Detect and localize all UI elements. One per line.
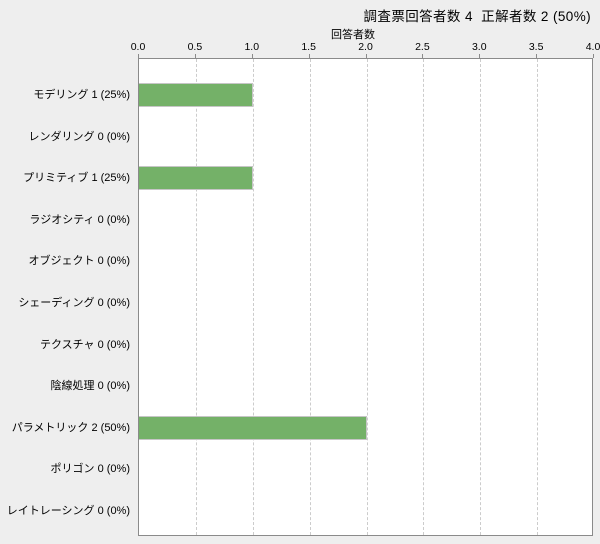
x-axis-tick-0.0	[138, 54, 139, 58]
x-tick-label-2.5: 2.5	[415, 41, 430, 53]
category-label-ラジオシティ: ラジオシティ 0 (0%)	[29, 213, 130, 226]
x-tick-label-3.5: 3.5	[528, 41, 544, 53]
gridline-1.0	[252, 59, 254, 535]
x-axis-tick-1.5	[308, 54, 310, 58]
gridline-1.5	[309, 59, 311, 535]
category-label-陰線処理: 陰線処理 0 (0%)	[50, 380, 130, 393]
bar-プリミティブ	[139, 166, 253, 191]
x-axis-tick-2.5	[422, 54, 424, 58]
x-axis-tick-2.0	[365, 54, 367, 58]
chart-title: 調査票回答者数 4 正解者数 2 (50%)	[363, 9, 591, 24]
gridline-3.5	[537, 59, 539, 535]
x-tick-label-0.5: 0.5	[187, 41, 203, 53]
category-label-パラメトリック: パラメトリック 2 (50%)	[11, 421, 130, 434]
x-tick-label-1.0: 1.0	[244, 41, 260, 53]
gridline-0.5	[195, 59, 197, 535]
category-label-レンダリング: レンダリング 0 (0%)	[28, 130, 130, 143]
x-axis-tick-0.5	[194, 54, 196, 58]
category-label-テクスチャ: テクスチャ 0 (0%)	[39, 338, 130, 351]
category-label-レイトレーシング: レイトレーシング 0 (0%)	[6, 505, 130, 517]
x-tick-label-4.0: 4.0	[585, 41, 600, 53]
x-tick-label-0.0: 0.0	[130, 41, 146, 53]
bar-パラメトリック	[139, 415, 367, 440]
x-axis-tick-4.0	[593, 54, 594, 58]
gridline-2.0	[366, 59, 368, 535]
x-axis-tick-3.5	[536, 54, 538, 58]
bar-モデリング	[139, 83, 253, 107]
x-tick-label-1.5: 1.5	[301, 41, 316, 53]
category-label-モデリング: モデリング 1 (25%)	[33, 89, 130, 101]
x-axis-tick-3.0	[479, 54, 481, 58]
x-tick-label-2.0: 2.0	[358, 41, 373, 53]
category-label-ポリゴン: ポリゴン 0 (0%)	[50, 463, 130, 476]
plot-area	[138, 58, 593, 536]
category-label-プリミティブ: プリミティブ 1 (25%)	[23, 172, 130, 185]
x-axis-title: 回答者数	[331, 29, 375, 41]
category-label-オブジェクト: オブジェクト 0 (0%)	[28, 255, 130, 268]
x-axis-tick-1.0	[251, 54, 253, 58]
gridline-2.5	[423, 59, 425, 535]
x-tick-label-3.0: 3.0	[471, 41, 487, 53]
gridline-3.0	[480, 59, 482, 535]
category-label-シェーディング: シェーディング 0 (0%)	[18, 297, 130, 309]
